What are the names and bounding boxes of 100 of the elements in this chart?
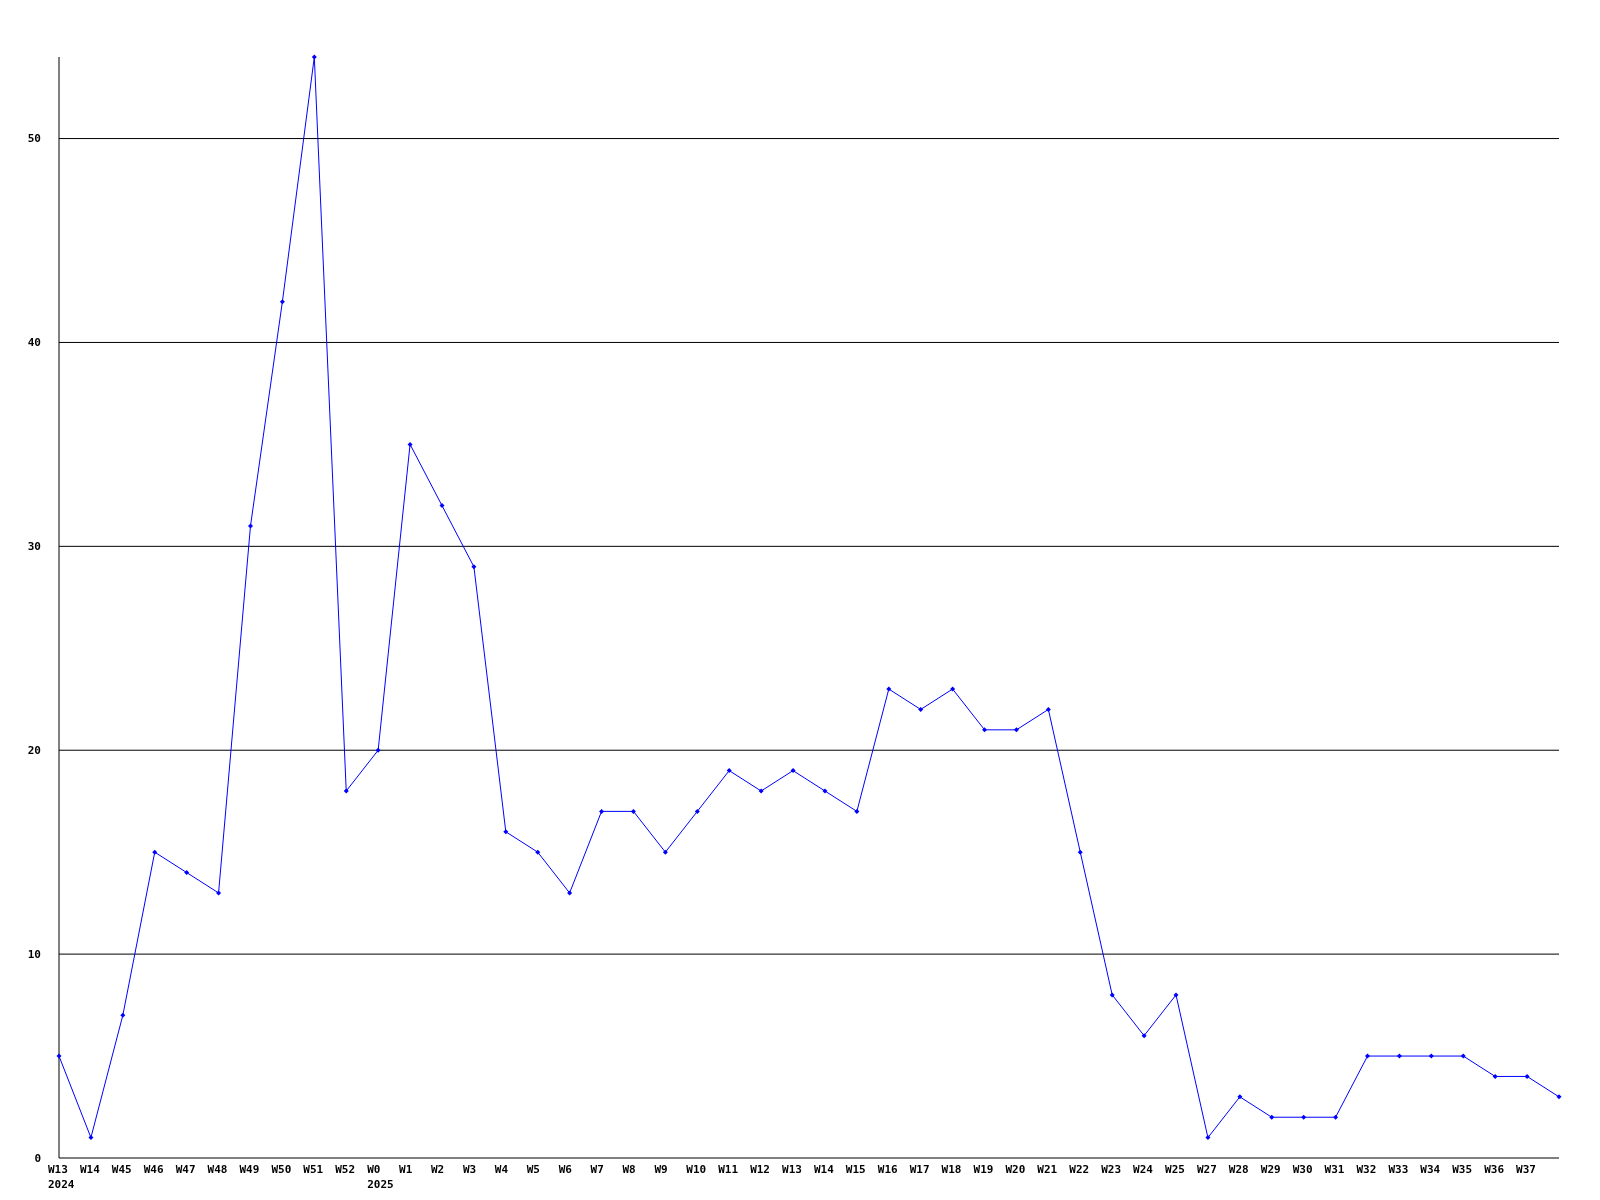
x-tick-label: W27 [1196,1163,1217,1176]
x-tick-label: W11 [718,1163,739,1176]
x-tick-label: W28 [1228,1163,1249,1176]
point [1045,706,1051,712]
point [918,706,924,712]
point [503,829,509,835]
point [1492,1073,1498,1079]
x-tick-label: W52 [335,1163,356,1176]
point [726,768,732,774]
point [184,870,190,876]
point [1013,727,1019,733]
y-tick-label: 10 [27,947,41,961]
x-tick-label: W6 [558,1163,573,1176]
point [1269,1114,1275,1120]
x-tick-label: W36 [1484,1163,1505,1176]
x-tick-label: W45 [111,1163,132,1176]
point [375,747,381,753]
point [279,299,285,305]
x-tick-label: W51 [303,1163,324,1176]
point [1173,992,1179,998]
point [1301,1114,1307,1120]
point [535,849,541,855]
point [1524,1073,1530,1079]
x-tick-label: W35 [1452,1163,1473,1176]
point [1237,1094,1243,1100]
point [1556,1094,1562,1100]
x-tick-label: W5 [526,1163,540,1176]
x-tick-label: W4 [494,1163,509,1176]
x-tick-label: W47 [175,1163,196,1176]
point [950,686,956,692]
x-tick-label: W22 [1069,1163,1090,1176]
point [56,1053,62,1059]
x-tick-label: W24 [1133,1163,1154,1176]
point [120,1012,126,1018]
x-tick-label: W31 [1324,1163,1345,1176]
x-tick-label: W2 [430,1163,445,1176]
point [982,727,988,733]
x-tick-label: W7 [590,1163,604,1176]
point [1109,992,1115,998]
point [1141,1033,1147,1039]
x-tick-label: W17 [909,1163,930,1176]
point [439,503,445,509]
x-tick-label: W14 [79,1163,101,1176]
x-tick-label: W8 [622,1163,636,1176]
x-tick-label: W34 [1420,1163,1441,1176]
point [662,849,668,855]
point [1077,849,1083,855]
x-tick-label: W30 [1292,1163,1313,1176]
point [407,441,413,447]
point [216,890,222,896]
point [1428,1053,1434,1059]
point [1365,1053,1371,1059]
x-tick-label: W3 [462,1163,477,1176]
point [822,788,828,794]
y-tick-label: 20 [27,744,41,758]
point [758,788,764,794]
x-tick-label: W9 [654,1163,668,1176]
point [471,564,477,570]
x-tick-label: W13 [782,1163,802,1176]
x-tick-label: W37 [1516,1163,1536,1176]
x-tick-label: W25 [1165,1163,1185,1176]
x-tick-label: W1 [399,1163,413,1176]
y-tick-label: 40 [27,336,41,350]
x-tick-label: W46 [143,1163,164,1176]
x-tick-label: W33 [1388,1163,1409,1176]
y-tick-label: 30 [27,540,41,554]
x-tick-label: W49 [239,1163,260,1176]
x-tick-label: W16 [877,1163,899,1176]
point [599,808,605,814]
point [247,523,253,529]
point [567,890,573,896]
x-tick-label: W23 [1101,1163,1122,1176]
x-tick-label: W19 [973,1163,994,1176]
point [1460,1053,1466,1059]
point [630,808,636,814]
x-tick-label: W0 2025 [367,1163,394,1191]
point [694,808,700,814]
point [311,54,317,60]
x-tick-label: W21 [1037,1163,1058,1176]
x-tick-label: W12 [750,1163,770,1176]
x-tick-label: W29 [1260,1163,1281,1176]
x-tick-label: W32 [1356,1163,1377,1176]
point [1205,1135,1211,1141]
x-tick-label: W14 [813,1163,835,1176]
x-tick-label: W20 [1005,1163,1026,1176]
x-tick-label: W48 [207,1163,228,1176]
point [886,686,892,692]
x-tick-label: W15 [845,1163,866,1176]
y-tick-label: 0 [34,1151,41,1165]
point [854,808,860,814]
x-tick-label: W50 [271,1163,292,1176]
point [1396,1053,1402,1059]
point [343,788,349,794]
x-tick-label: W10 [686,1163,707,1176]
y-tick-label: 50 [27,132,41,146]
point [1333,1114,1339,1120]
x-tick-label: W18 [941,1163,962,1176]
point [152,849,158,855]
x-tick-label: W13 2024 [48,1163,75,1191]
point [790,768,796,774]
